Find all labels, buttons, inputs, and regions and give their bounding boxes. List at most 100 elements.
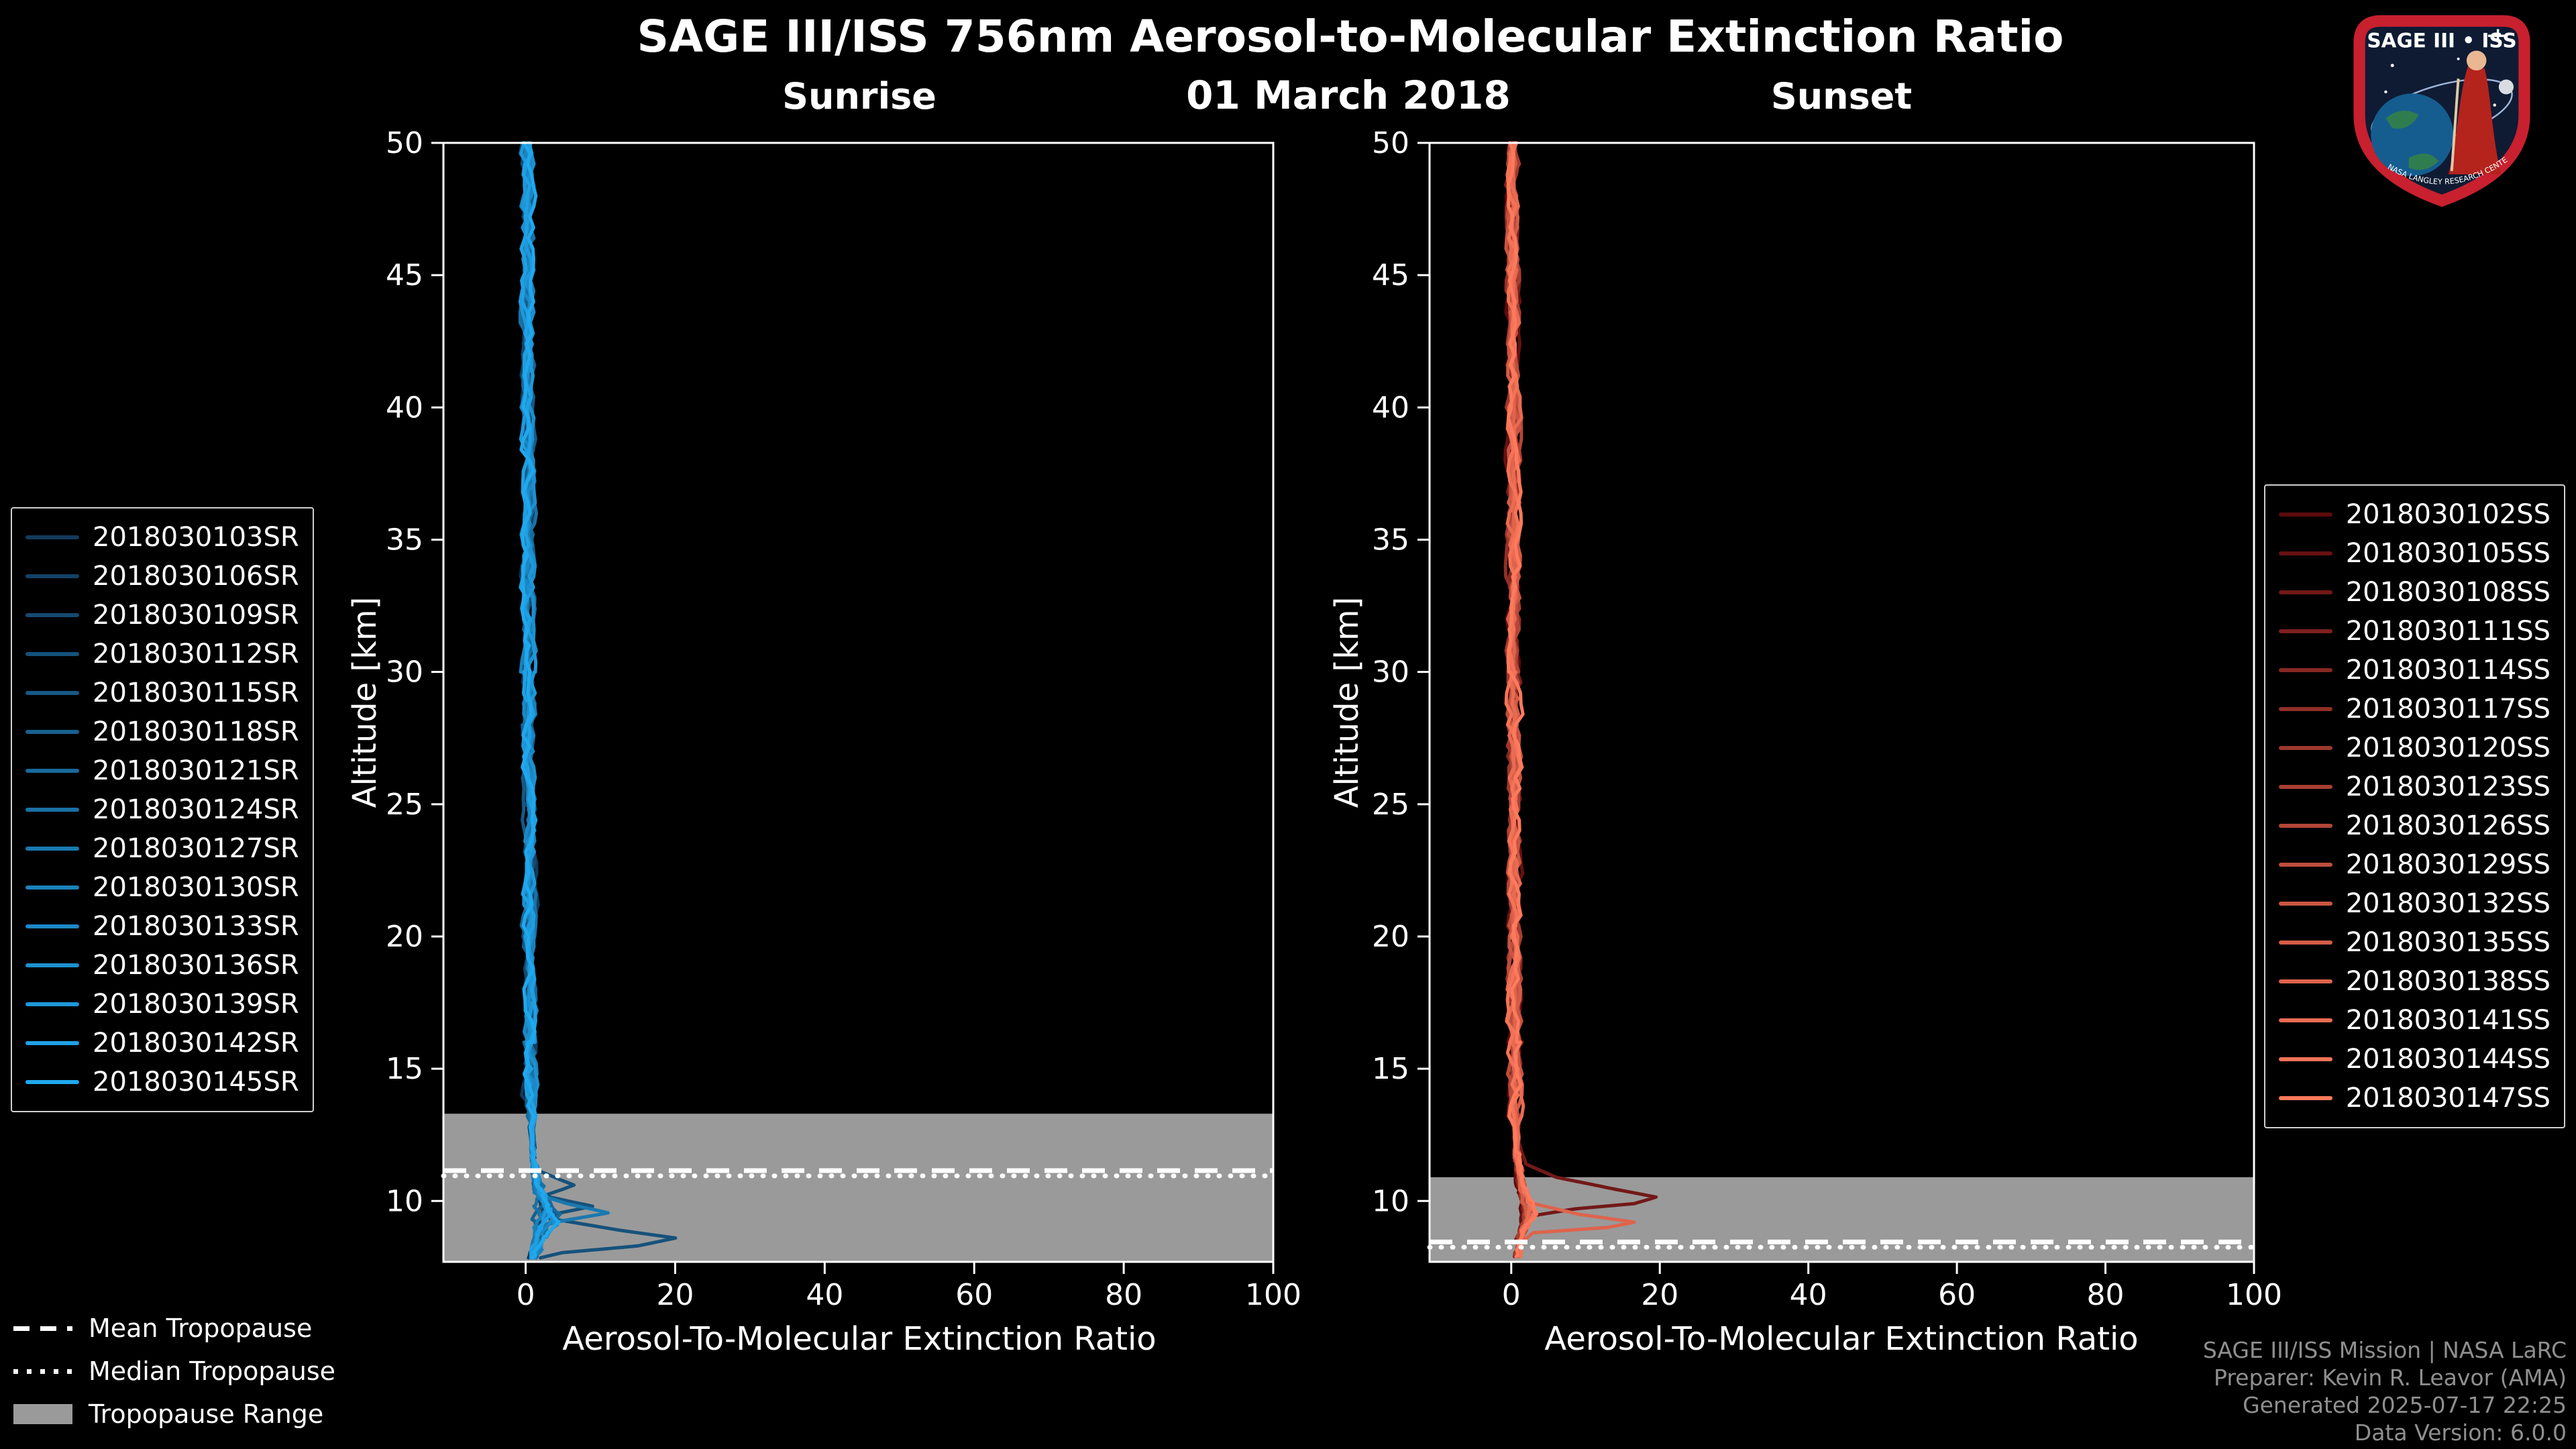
legend-item: 2018030109SR — [25, 596, 299, 635]
x-tick-label: 20 — [1641, 1278, 1678, 1312]
legend-label: Mean Tropopause — [89, 1313, 313, 1343]
y-axis-label-sunrise: Altitude [km] — [346, 596, 384, 808]
legend-line-swatch — [25, 769, 79, 773]
legend-label: 2018030124SR — [93, 794, 299, 825]
legend-line-swatch — [2278, 863, 2332, 867]
legend-sunset: 2018030102SS 2018030105SS 2018030108SS 2018… — [2263, 484, 2565, 1128]
legend-label: 2018030127SR — [93, 833, 299, 864]
y-tick-label: 35 — [1372, 523, 1409, 557]
legend-item: 2018030115SR — [25, 674, 299, 712]
legend-item: 2018030118SR — [25, 712, 299, 751]
legend-line-swatch — [25, 730, 79, 734]
legend-label: Tropopause Range — [89, 1399, 324, 1429]
y-tick-label: 25 — [386, 788, 423, 822]
credit-line: Generated 2025-07-17 22:25 — [2243, 1392, 2567, 1418]
legend-label: 2018030138SS — [2345, 966, 2551, 997]
legend-line-swatch — [25, 847, 79, 851]
legend-label: 2018030105SS — [2345, 538, 2551, 569]
legend-line-swatch — [25, 808, 79, 812]
legend-line-swatch — [25, 691, 79, 695]
profile-line-2018030127SR — [525, 141, 610, 1260]
legend-item: 2018030108SS — [2278, 573, 2551, 612]
legend-line-swatch — [2278, 629, 2332, 633]
legend-sunrise: 2018030103SR 2018030106SR 2018030109SR 2018… — [11, 507, 314, 1112]
page-title: SAGE III/ISS 756nm Aerosol-to-Molecular … — [637, 11, 2064, 62]
legend-label: 2018030142SR — [93, 1028, 299, 1059]
legend-item: 2018030144SS — [2278, 1040, 2551, 1079]
legend-label: 2018030132SS — [2345, 888, 2551, 919]
legend-line-swatch — [2278, 1096, 2332, 1100]
legend-label: 2018030139SR — [93, 989, 299, 1020]
tropopause-legend: Mean Tropopause Median Tropopause Tropop… — [13, 1307, 335, 1436]
legend-line-swatch — [25, 1002, 79, 1006]
x-tick-label: 40 — [806, 1278, 843, 1312]
y-tick-label: 40 — [1372, 390, 1409, 425]
legend-label: 2018030141SS — [2345, 1005, 2551, 1036]
legend-label: 2018030102SS — [2345, 499, 2551, 530]
legend-line-swatch — [25, 574, 79, 578]
legend-line-swatch — [2278, 513, 2332, 517]
legend-item-mean-tropopause: Mean Tropopause — [13, 1307, 335, 1350]
legend-label: 2018030123SS — [2345, 771, 2551, 802]
x-tick-label: 100 — [2226, 1278, 2282, 1312]
legend-item: 2018030102SS — [2278, 495, 2551, 534]
x-tick-label: 60 — [1938, 1278, 1976, 1312]
legend-line-swatch — [25, 885, 79, 890]
legend-label: 2018030120SS — [2345, 733, 2551, 763]
legend-item: 2018030138SS — [2278, 962, 2551, 1001]
y-tick-label: 20 — [1372, 920, 1409, 954]
legend-item: 2018030130SR — [25, 868, 299, 907]
legend-label: 2018030133SR — [93, 911, 299, 942]
legend-line-swatch — [2278, 668, 2332, 672]
legend-item: 2018030133SR — [25, 907, 299, 946]
sage-figure-icon — [2448, 65, 2502, 174]
legend-item: 2018030142SR — [25, 1024, 299, 1063]
legend-label: 2018030109SR — [93, 600, 299, 631]
legend-label: 2018030129SS — [2345, 849, 2551, 880]
legend-item: 2018030105SS — [2278, 534, 2551, 573]
profile-line-2018030147SS — [1506, 141, 1538, 1258]
legend-item: 2018030129SS — [2278, 845, 2551, 884]
panel-title-sunrise: Sunrise — [782, 75, 936, 117]
dotted-line-swatch — [13, 1368, 72, 1374]
x-tick-label: 20 — [656, 1278, 694, 1312]
legend-item: 2018030141SS — [2278, 1001, 2551, 1040]
panel-title-sunset: Sunset — [1770, 75, 1913, 117]
legend-line-swatch — [25, 535, 79, 539]
y-tick-label: 20 — [386, 920, 423, 954]
legend-item: 2018030123SS — [2278, 767, 2551, 806]
legend-item: 2018030126SS — [2278, 806, 2551, 845]
y-tick-label: 10 — [386, 1184, 423, 1218]
legend-line-swatch — [2278, 1018, 2332, 1022]
legend-label: 2018030136SR — [93, 950, 299, 981]
legend-label: Median Tropopause — [89, 1356, 335, 1386]
y-tick-label: 45 — [386, 258, 423, 292]
legend-label: 2018030147SS — [2345, 1083, 2551, 1114]
legend-item: 2018030121SR — [25, 751, 299, 790]
legend-label: 2018030115SR — [93, 678, 299, 708]
legend-item: 2018030127SR — [25, 829, 299, 868]
mission-logo: SAGE III • ISS NASA LANGLEY RESEARCH CEN… — [2341, 3, 2541, 211]
legend-line-swatch — [2278, 590, 2332, 594]
x-tick-label: 60 — [955, 1278, 993, 1312]
legend-line-swatch — [25, 1080, 79, 1084]
legend-line-swatch — [25, 1041, 79, 1045]
x-axis-label-sunset: Aerosol-To-Molecular Extinction Ratio — [1544, 1320, 2139, 1358]
legend-label: 2018030108SS — [2345, 577, 2551, 608]
x-tick-label: 40 — [1790, 1278, 1827, 1312]
legend-item-tropopause-range: Tropopause Range — [13, 1393, 335, 1436]
profile-line-2018030145SR — [519, 141, 561, 1260]
x-tick-label: 0 — [517, 1278, 535, 1312]
plot-frame — [442, 142, 1275, 1263]
legend-item: 2018030135SS — [2278, 923, 2551, 962]
iss-icon — [2487, 29, 2508, 43]
badge-title: SAGE III • ISS — [2367, 30, 2516, 52]
legend-item: 2018030111SS — [2278, 612, 2551, 651]
credit-line: SAGE III/ISS Mission | NASA LaRC — [2202, 1337, 2567, 1363]
plot-frame — [1428, 142, 2255, 1263]
credits-block: SAGE III/ISS Mission | NASA LaRC Prepare… — [2203, 1336, 2567, 1446]
x-tick-label: 0 — [1502, 1278, 1521, 1312]
